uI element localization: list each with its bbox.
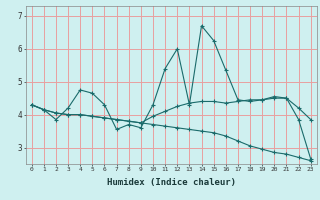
X-axis label: Humidex (Indice chaleur): Humidex (Indice chaleur) bbox=[107, 178, 236, 187]
